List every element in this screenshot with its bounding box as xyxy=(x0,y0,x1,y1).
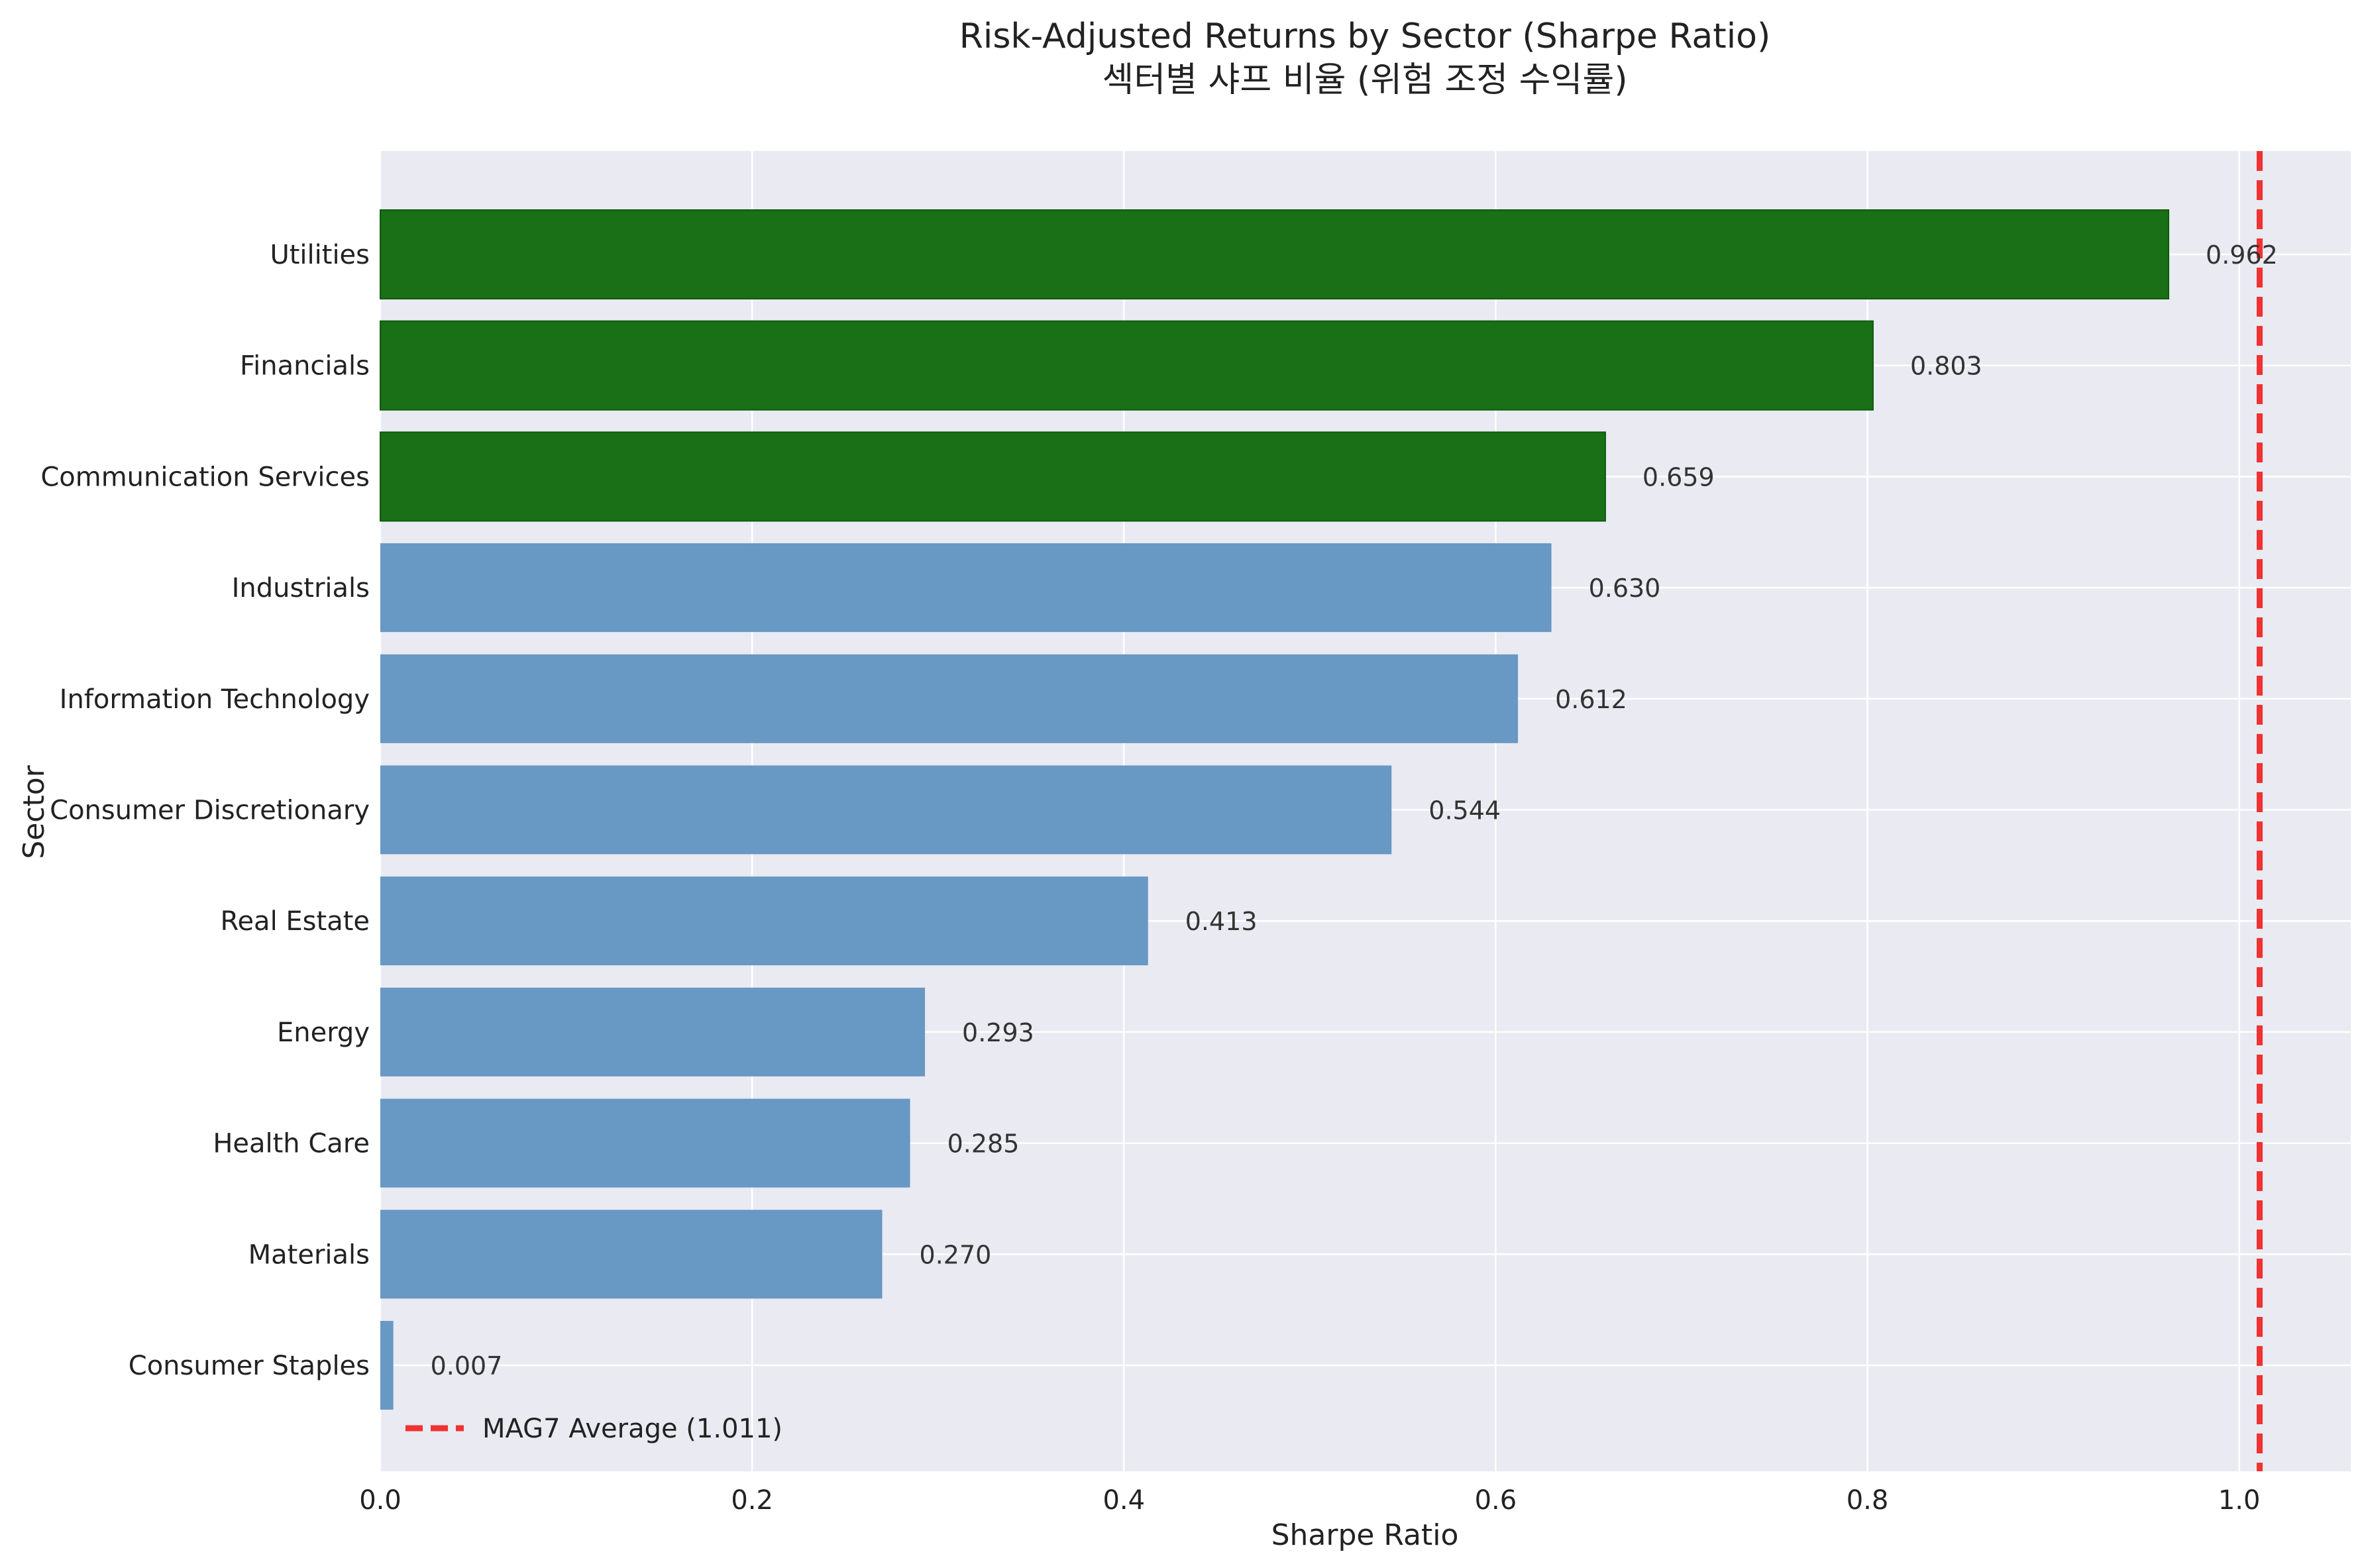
x-tick-label: 0.6 xyxy=(1475,1485,1517,1516)
bar xyxy=(380,543,1552,633)
bar-value-label: 0.803 xyxy=(1910,352,1982,381)
bar-value-label: 0.413 xyxy=(1185,907,1258,936)
chart-subtitle: 섹터별 샤프 비율 (위험 조정 수익률) xyxy=(1102,60,1628,100)
y-tick-label: Communication Services xyxy=(40,462,370,492)
y-tick-label: Information Technology xyxy=(60,684,370,715)
y-tick-labels: Utilities Financials Communication Service… xyxy=(40,240,370,1381)
x-tick-label: 0.0 xyxy=(359,1485,402,1516)
bar-value-label: 0.285 xyxy=(947,1129,1020,1159)
y-tick-label: Utilities xyxy=(270,240,370,270)
value-labels: 0.962 0.803 0.659 0.630 0.612 0.544 0.413 0.293… xyxy=(431,240,2278,1381)
chart-title: Risk-Adjusted Returns by Sector (Sharpe … xyxy=(959,17,1771,56)
bar-value-label: 0.962 xyxy=(2206,240,2278,270)
bar-value-label: 0.544 xyxy=(1428,796,1501,825)
y-tick-label: Industrials xyxy=(232,573,370,603)
y-tick-label: Financials xyxy=(240,351,370,382)
bar-value-label: 0.293 xyxy=(962,1018,1034,1047)
bar xyxy=(380,876,1148,966)
y-tick-label: Consumer Discretionary xyxy=(50,796,370,826)
y-tick-label: Real Estate xyxy=(220,906,370,937)
bar-value-label: 0.630 xyxy=(1589,574,1661,603)
bar-value-label: 0.270 xyxy=(920,1240,992,1269)
bar xyxy=(380,431,1606,522)
legend-label: MAG7 Average (1.011) xyxy=(482,1414,782,1444)
y-tick-label: Energy xyxy=(277,1018,370,1048)
y-axis-label: Sector xyxy=(17,764,51,859)
legend: MAG7 Average (1.011) xyxy=(405,1414,782,1444)
x-tick-label: 1.0 xyxy=(2218,1485,2261,1516)
x-tick-label: 0.8 xyxy=(1847,1485,1889,1516)
bar-value-label: 0.612 xyxy=(1555,685,1627,714)
x-tick-label: 0.2 xyxy=(731,1485,773,1516)
x-tick-label: 0.4 xyxy=(1102,1485,1145,1516)
y-tick-label: Consumer Staples xyxy=(129,1351,370,1381)
bars xyxy=(380,209,2170,1410)
bar xyxy=(380,209,2170,299)
bar xyxy=(380,765,1392,855)
x-axis-label: Sharpe Ratio xyxy=(1271,1518,1459,1552)
y-tick-label: Materials xyxy=(248,1239,370,1270)
bar xyxy=(380,1321,394,1410)
y-tick-label: Health Care xyxy=(213,1129,370,1159)
bar-value-label: 0.007 xyxy=(431,1351,503,1381)
x-tick-labels: 0.0 0.2 0.4 0.6 0.8 1.0 xyxy=(359,1485,2260,1516)
bar xyxy=(380,654,1519,743)
bar xyxy=(380,987,926,1076)
bar xyxy=(380,1210,883,1299)
bar xyxy=(380,320,1874,411)
bar-value-label: 0.659 xyxy=(1642,462,1715,492)
bar xyxy=(380,1098,910,1188)
